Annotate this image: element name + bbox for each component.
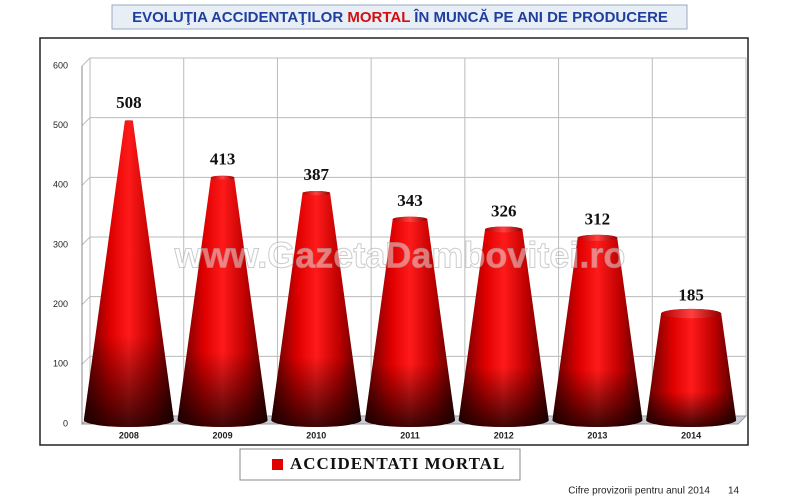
y-tick-label: 300 [53, 239, 68, 249]
watermark: www.GazetaDambovitei.ro [174, 235, 626, 276]
cone-shade [83, 120, 174, 427]
x-tick-label: 2011 [400, 430, 420, 440]
cone-top [302, 190, 331, 196]
cone-shade [365, 216, 455, 428]
cone [552, 234, 643, 428]
cone-shade [458, 226, 549, 427]
title-box [111, 4, 688, 30]
data-label: 343 [397, 191, 423, 210]
grid-line [81, 236, 746, 246]
cone-top [210, 175, 235, 180]
cone-shade [552, 234, 643, 428]
plot: 0 100 200 300 400 500 600 508 2008 413 2009 387 2010… [53, 57, 748, 440]
cone-shade [177, 175, 268, 427]
cone [646, 308, 737, 427]
cone [271, 190, 362, 427]
data-label: 508 [116, 93, 142, 112]
y-tick-label: 100 [53, 359, 68, 369]
page-number: 14 [728, 486, 740, 497]
cone-shade [646, 308, 737, 427]
title-part: ÎN MUNCĂ PE ANI DE PRODUCERE [410, 8, 668, 26]
data-label: 413 [210, 149, 236, 168]
data-label: 312 [585, 210, 611, 229]
y-tick-label: 500 [53, 120, 68, 130]
title-part: MORTAL [347, 9, 410, 26]
data-label: 387 [304, 165, 330, 184]
y-tick-label: 600 [53, 60, 68, 70]
cone [365, 216, 455, 428]
cone-top [661, 308, 722, 319]
cone-top [124, 120, 133, 122]
x-tick-label: 2010 [306, 430, 326, 440]
data-label: 326 [491, 201, 517, 220]
data-label: 185 [678, 286, 704, 305]
cone-shade [271, 190, 362, 427]
legend-label: ACCIDENTATI MORTAL [290, 454, 505, 473]
legend-swatch [272, 459, 283, 470]
y-tick-label: 400 [53, 180, 68, 190]
cone-top [485, 226, 523, 233]
cone-top [577, 234, 618, 241]
x-tick-label: 2012 [494, 430, 514, 440]
x-tick-label: 2013 [587, 430, 607, 440]
grid-line [81, 117, 746, 127]
chart-title: EVOLUŢIA ACCIDENTAŢILOR MORTAL ÎN MUNCĂ … [132, 8, 668, 26]
footer: Cifre provizorii pentru anul 2014 [568, 486, 710, 497]
legend [239, 448, 521, 481]
grid-line [81, 57, 746, 67]
cone [83, 120, 174, 427]
y-tick-label: 200 [53, 299, 68, 309]
title-part: EVOLUŢIA ACCIDENTAŢILOR [132, 9, 347, 26]
x-tick-label: 2008 [119, 430, 139, 440]
cone [177, 175, 268, 427]
cone [458, 226, 549, 427]
y-tick-label: 0 [63, 418, 68, 428]
grid-line [81, 176, 746, 186]
x-tick-label: 2009 [213, 430, 233, 440]
x-tick-label: 2014 [681, 430, 701, 440]
cone-top [392, 216, 428, 223]
